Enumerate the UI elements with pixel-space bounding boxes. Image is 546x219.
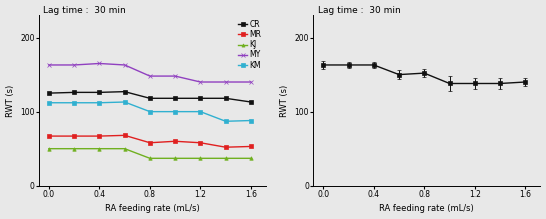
Line: KJ: KJ (47, 147, 253, 160)
MR (172, 140, 179, 143)
KM (147, 110, 153, 113)
MY (46, 64, 52, 66)
MR (71, 135, 78, 137)
Y-axis label: RWT (s): RWT (s) (5, 84, 15, 117)
KJ (172, 157, 179, 160)
KJ (96, 147, 103, 150)
MY (147, 75, 153, 77)
MY (121, 64, 128, 66)
X-axis label: RA feeding rate (mL/s): RA feeding rate (mL/s) (379, 205, 474, 214)
CR (46, 92, 52, 94)
KM (222, 120, 229, 123)
CR (222, 97, 229, 100)
Text: Lag time :  30 min: Lag time : 30 min (43, 5, 126, 14)
CR (172, 97, 179, 100)
X-axis label: RA feeding rate (mL/s): RA feeding rate (mL/s) (105, 205, 200, 214)
CR (121, 90, 128, 93)
KJ (222, 157, 229, 160)
KM (172, 110, 179, 113)
KJ (197, 157, 204, 160)
Legend: CR, MR, KJ, MY, KM: CR, MR, KJ, MY, KM (238, 19, 262, 70)
KJ (121, 147, 128, 150)
MY (172, 75, 179, 77)
Text: Lag time :  30 min: Lag time : 30 min (318, 5, 400, 14)
KJ (46, 147, 52, 150)
KM (46, 101, 52, 104)
Line: MY: MY (47, 62, 253, 84)
KM (248, 119, 254, 122)
CR (197, 97, 204, 100)
KM (96, 101, 103, 104)
MY (248, 81, 254, 83)
MR (197, 141, 204, 144)
Line: MR: MR (47, 134, 253, 149)
MR (121, 134, 128, 137)
MR (147, 141, 153, 144)
KM (121, 101, 128, 103)
MY (222, 81, 229, 83)
Line: KM: KM (47, 100, 253, 123)
MR (248, 145, 254, 148)
KM (71, 101, 78, 104)
CR (248, 101, 254, 103)
KJ (248, 157, 254, 160)
MR (222, 146, 229, 148)
Y-axis label: RWT (s): RWT (s) (280, 84, 289, 117)
CR (147, 97, 153, 100)
MY (197, 81, 204, 83)
MR (96, 135, 103, 137)
KM (197, 110, 204, 113)
MY (71, 64, 78, 66)
KJ (71, 147, 78, 150)
CR (71, 91, 78, 94)
KJ (147, 157, 153, 160)
MY (96, 62, 103, 65)
MR (46, 135, 52, 137)
Line: CR: CR (47, 90, 253, 104)
CR (96, 91, 103, 94)
